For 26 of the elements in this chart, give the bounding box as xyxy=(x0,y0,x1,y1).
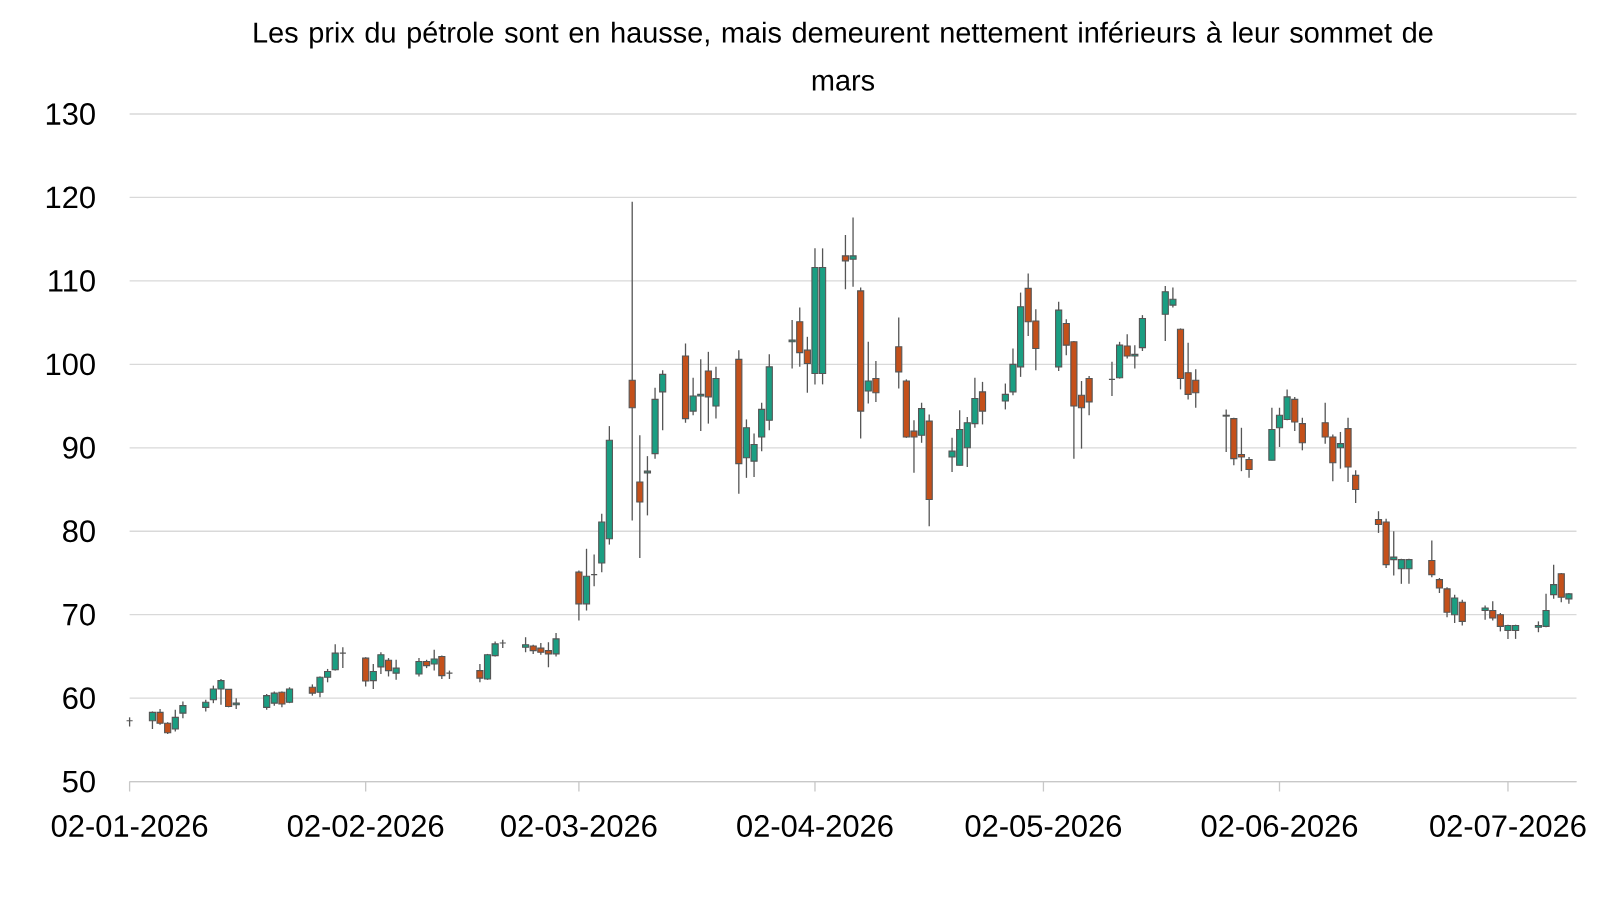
y-tick-label: 80 xyxy=(63,520,95,543)
candlestick xyxy=(628,200,636,522)
y-tick-label: 50 xyxy=(62,770,95,793)
x-tick-label: 02-07-2026 xyxy=(1430,815,1586,837)
x-tick-label: 02-06-2026 xyxy=(1201,815,1358,837)
y-tick-label: 100 xyxy=(46,353,95,376)
y-tick-label: 90 xyxy=(63,436,95,459)
y-tick-label: 120 xyxy=(46,186,95,209)
x-tick-label: 02-02-2026 xyxy=(287,815,444,837)
candlestick xyxy=(1428,539,1436,578)
candlestick xyxy=(1222,408,1230,453)
x-tick-label: 02-05-2026 xyxy=(965,815,1122,837)
x-tick-label: 02-04-2026 xyxy=(737,815,893,837)
y-tick-label: 60 xyxy=(63,687,95,710)
candlestick xyxy=(1298,417,1306,451)
x-tick-label: 02-03-2026 xyxy=(501,815,657,837)
x-tick-label: 02-01-2026 xyxy=(51,815,208,837)
candlestick xyxy=(1001,382,1009,411)
y-tick-label: 130 xyxy=(46,103,95,125)
candlestick xyxy=(1245,456,1253,479)
candlestick xyxy=(636,434,644,559)
candlestick xyxy=(659,369,667,431)
chart-title: Les prix du pétrole sont en hausse, mais demeurent nettement inférieurs à leur sommet de mars xyxy=(254,21,1433,91)
candlestick xyxy=(1352,469,1360,504)
y-tick-label: 70 xyxy=(63,603,95,626)
y-tick-label: 110 xyxy=(49,269,95,292)
